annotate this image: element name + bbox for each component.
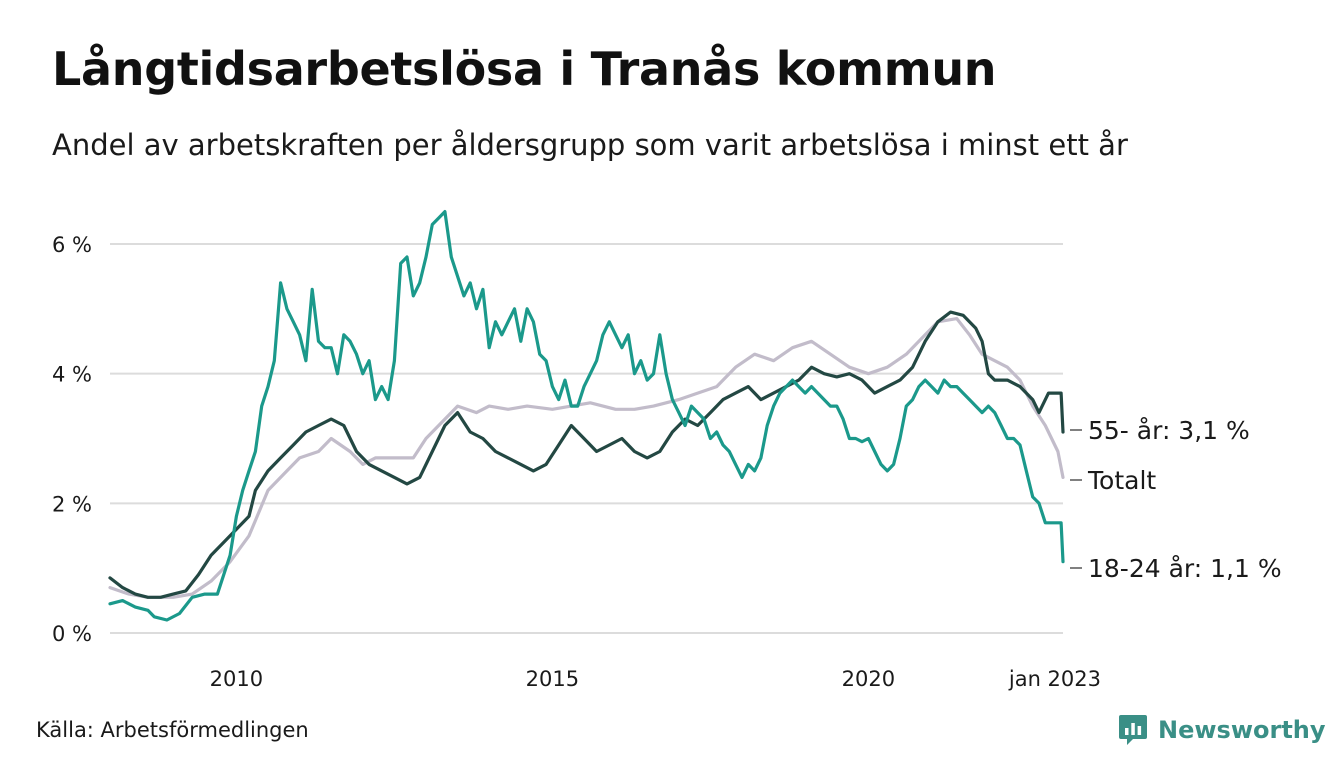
series-end-label: 18-24 år: 1,1 % (1088, 554, 1282, 583)
chart-title: Långtidsarbetslösa i Tranås kommun (52, 42, 997, 96)
series-end-label: 55- år: 3,1 % (1088, 416, 1250, 445)
series-line-totalt (108, 317, 1065, 599)
y-tick-label: 4 % (52, 363, 92, 387)
brand-logo: Newsworthy (1118, 712, 1326, 748)
x-tick-label: 2010 (210, 667, 263, 691)
chart-subtitle: Andel av arbetskraften per åldersgrupp s… (52, 128, 1128, 162)
x-tick-label: 2015 (526, 667, 579, 691)
x-axis-tick-labels: 2010 2015 2020 jan 2023 (210, 667, 1101, 691)
grid-lines (110, 243, 1063, 634)
brand-name: Newsworthy (1158, 716, 1326, 744)
series-end-labels: Totalt 55- år: 3,1 % 18-24 år: 1,1 % (1070, 416, 1282, 583)
series-line-55-r (108, 310, 1065, 599)
series-lines (108, 210, 1065, 622)
y-tick-label: 6 % (52, 233, 92, 257)
x-tick-label: 2020 (842, 667, 895, 691)
y-tick-label: 0 % (52, 622, 92, 646)
x-tick-label: jan 2023 (1008, 667, 1101, 691)
newsworthy-logo-icon (1119, 715, 1147, 745)
series-end-label: Totalt (1087, 466, 1156, 495)
series-line-18-24-r (108, 210, 1065, 622)
y-axis-tick-labels: 0 % 2 % 4 % 6 % (52, 233, 92, 646)
source-note: Källa: Arbetsförmedlingen (36, 718, 309, 742)
y-tick-label: 2 % (52, 492, 92, 516)
